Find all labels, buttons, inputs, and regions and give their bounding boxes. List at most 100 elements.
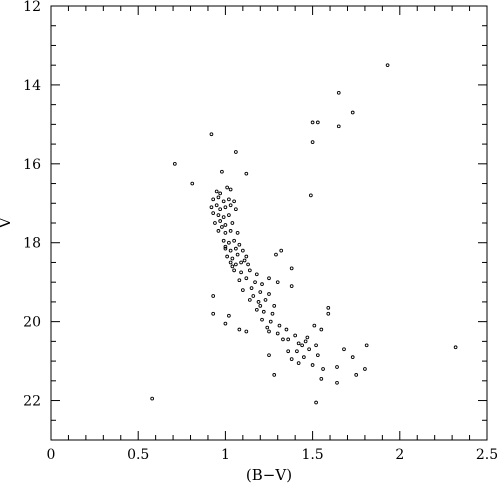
data-point <box>277 323 282 328</box>
data-point <box>232 238 236 243</box>
data-point <box>244 329 249 334</box>
data-point <box>260 282 264 287</box>
data-point <box>307 347 311 352</box>
data-point <box>234 150 238 154</box>
data-point <box>336 90 341 95</box>
data-point <box>239 260 243 265</box>
data-point <box>453 345 458 350</box>
data-point <box>286 349 291 354</box>
data-point <box>305 335 310 340</box>
data-point <box>227 313 231 318</box>
data-point <box>300 343 304 348</box>
data-point <box>260 317 264 322</box>
data-point <box>230 256 235 261</box>
data-point <box>223 231 228 235</box>
data-point <box>242 258 247 263</box>
data-point <box>354 373 359 377</box>
data-point <box>289 266 294 271</box>
data-point <box>310 120 315 125</box>
data-point <box>295 349 299 354</box>
data-point <box>221 199 226 204</box>
y-tick-label: 16 <box>23 157 41 173</box>
data-point <box>223 321 228 326</box>
data-point <box>228 229 233 233</box>
data-point <box>211 311 216 316</box>
y-axis-label: V <box>0 216 14 229</box>
y-tick-label: 14 <box>23 78 41 94</box>
data-point <box>228 187 233 192</box>
data-point <box>293 333 298 338</box>
data-point <box>232 199 236 204</box>
data-point <box>342 347 346 352</box>
x-axis-label: (B−V) <box>246 466 292 484</box>
data-point <box>363 367 367 371</box>
y-tick-label: 22 <box>23 394 41 410</box>
y-tick-label: 12 <box>23 0 41 15</box>
data-point <box>364 343 369 348</box>
data-point <box>267 276 271 281</box>
data-point <box>232 268 236 273</box>
data-point <box>228 203 233 208</box>
data-point <box>302 355 306 359</box>
data-point <box>247 268 252 273</box>
data-point <box>239 270 243 275</box>
data-point <box>244 171 249 176</box>
data-point <box>261 309 266 314</box>
data-point <box>211 211 216 215</box>
data-point <box>223 223 228 227</box>
data-point <box>228 260 233 265</box>
data-point <box>213 221 217 225</box>
data-point <box>216 195 221 200</box>
data-point <box>315 120 320 125</box>
data-point <box>314 343 318 348</box>
data-point <box>221 238 226 243</box>
data-point <box>321 367 325 371</box>
data-point <box>315 353 320 358</box>
data-point <box>270 311 275 316</box>
x-tick-label: 2.5 <box>476 447 497 463</box>
data-point <box>244 254 249 259</box>
axis-tick-labels: 0 0.5 1 1.5 2 2.5 12 14 16 18 20 22 <box>23 0 497 463</box>
data-point <box>211 197 216 202</box>
data-point <box>218 207 223 212</box>
data-point <box>258 304 263 308</box>
data-point <box>214 189 219 194</box>
data-point <box>296 341 301 346</box>
data-point <box>253 280 257 285</box>
data-point <box>350 355 355 359</box>
data-point <box>234 207 238 212</box>
data-point <box>267 329 271 334</box>
data-point <box>350 110 355 115</box>
data-point <box>237 242 242 247</box>
data-point <box>267 292 271 296</box>
data-point <box>227 197 231 202</box>
data-point <box>235 231 240 235</box>
data-point <box>230 264 235 269</box>
data-point <box>214 203 219 208</box>
data-point <box>326 305 331 310</box>
data-point <box>335 365 339 369</box>
data-point <box>319 327 324 332</box>
data-point <box>309 193 313 198</box>
data-point <box>223 246 228 251</box>
data-point <box>216 213 221 217</box>
data-point <box>272 373 277 377</box>
data-point <box>221 215 226 219</box>
data-point <box>227 240 231 245</box>
data-point <box>284 327 289 332</box>
data-point <box>237 327 242 332</box>
data-point <box>220 169 224 174</box>
data-point <box>267 353 271 358</box>
data-point <box>223 205 228 210</box>
data-point <box>303 339 308 344</box>
data-point <box>335 380 339 385</box>
data-point <box>286 337 291 342</box>
data-point <box>254 272 259 277</box>
data-point <box>314 400 318 405</box>
data-point <box>319 376 324 381</box>
data-point <box>265 325 270 330</box>
axis-ticks <box>50 5 488 441</box>
data-point <box>230 221 235 225</box>
data-point <box>326 311 331 316</box>
